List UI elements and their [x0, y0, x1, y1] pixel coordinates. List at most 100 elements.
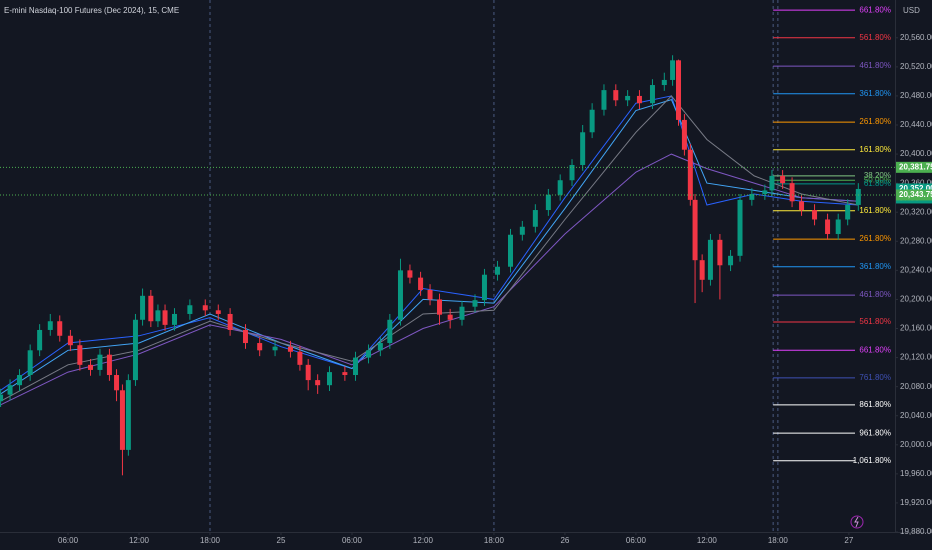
y-tick-label: 20,440.00: [900, 120, 932, 129]
candle-body: [125, 380, 131, 450]
candle-body: [728, 255, 734, 266]
fib-label: 661.80%: [859, 5, 891, 14]
alert-icon[interactable]: [850, 515, 864, 529]
x-tick-label: 18:00: [484, 536, 505, 545]
y-tick-label: 20,240.00: [900, 265, 932, 274]
candle-body: [326, 372, 332, 386]
candle-body: [769, 175, 775, 191]
candle-body: [681, 119, 687, 150]
fib-label: 261.80%: [859, 234, 891, 243]
candle-body: [162, 310, 168, 325]
candle-body: [242, 329, 248, 344]
candle-body: [472, 300, 478, 307]
candle-body: [119, 390, 125, 450]
candle-body: [737, 199, 743, 256]
fib-label: 50.00%: [864, 175, 891, 184]
candle-body: [569, 164, 575, 181]
candle-body: [649, 85, 655, 104]
fib-label: 161.80%: [859, 206, 891, 215]
candle-body: [57, 321, 63, 336]
candle-body: [155, 310, 161, 322]
candle-body: [625, 95, 631, 101]
fib-label: 461.80%: [859, 61, 891, 70]
price-marker-label: 20,343.75: [899, 190, 932, 199]
fib-label: 361.80%: [859, 89, 891, 98]
y-tick-label: 20,320.00: [900, 207, 932, 216]
alert-icon-bolt: [854, 516, 859, 528]
candle-body: [519, 226, 525, 235]
moving-average: [0, 98, 859, 395]
candle-body: [675, 60, 681, 120]
candle-body: [418, 277, 424, 290]
plot: 661.80% 561.80% 461.80% 361.80% 261.80% 161.8…: [0, 0, 898, 535]
x-tick-label: 26: [560, 536, 569, 545]
candle-body: [447, 314, 453, 320]
candle-body: [187, 305, 193, 314]
y-tick-label: 20,000.00: [900, 440, 932, 449]
x-tick-label: 18:00: [200, 536, 221, 545]
y-tick-label: 20,560.00: [900, 33, 932, 42]
candle-body: [507, 234, 513, 267]
candle-body: [687, 149, 693, 200]
candle-body: [387, 319, 393, 344]
candle-body: [589, 109, 595, 133]
candle-body: [148, 295, 154, 322]
fib-label: 861.80%: [859, 400, 891, 409]
candle-body: [601, 90, 607, 110]
candle-body: [257, 343, 263, 351]
candle-body: [7, 385, 13, 395]
x-tick-label: 06:00: [342, 536, 363, 545]
candle-body: [47, 321, 53, 330]
candle-body: [106, 354, 112, 376]
fib-label: 261.80%: [859, 117, 891, 126]
y-tick-label: 20,040.00: [900, 411, 932, 420]
fib-label: 561.80%: [859, 317, 891, 326]
price-marker: [896, 189, 932, 201]
candle-body: [297, 351, 303, 365]
candle-body: [407, 270, 413, 278]
candle-body: [17, 375, 23, 386]
candle-body: [670, 60, 676, 80]
candle-body: [132, 319, 138, 381]
candle-body: [397, 270, 403, 320]
x-tick-label: 06:00: [626, 536, 647, 545]
candle-body: [580, 132, 586, 165]
candle-body: [287, 346, 293, 352]
y-tick-label: 19,960.00: [900, 469, 932, 478]
moving-average: [0, 95, 859, 391]
x-tick-label: 27: [844, 536, 853, 545]
candle-body: [88, 364, 94, 370]
candle-body: [812, 210, 818, 220]
x-tick-label: 12:00: [413, 536, 434, 545]
candle-body: [305, 364, 311, 381]
candle-body: [799, 201, 805, 211]
y-tick-label: 20,360.00: [900, 178, 932, 187]
candle-body: [0, 394, 4, 402]
fib-label: 461.80%: [859, 290, 891, 299]
candle-body: [114, 375, 120, 391]
candle-body: [227, 313, 233, 330]
candle-body: [692, 199, 698, 261]
y-tick-label: 20,400.00: [900, 149, 932, 158]
candle-body: [749, 194, 755, 200]
fib-label: 161.80%: [859, 145, 891, 154]
y-tick-label: 20,280.00: [900, 236, 932, 245]
y-tick-label: 20,200.00: [900, 295, 932, 304]
candle-body: [557, 180, 563, 195]
y-tick-label: 20,160.00: [900, 324, 932, 333]
candle-body: [77, 345, 83, 365]
candle-body: [636, 95, 642, 104]
moving-average: [0, 153, 859, 406]
candle-body: [494, 266, 500, 275]
candle-body: [825, 219, 831, 235]
y-tick-label: 20,480.00: [900, 91, 932, 100]
price-marker: [896, 161, 932, 173]
x-tick-label: 12:00: [697, 536, 718, 545]
candle-body: [835, 219, 841, 235]
candle-body: [140, 295, 146, 320]
y-tick-label: 19,920.00: [900, 498, 932, 507]
candle-body: [661, 79, 667, 86]
x-tick-label: 12:00: [129, 536, 150, 545]
